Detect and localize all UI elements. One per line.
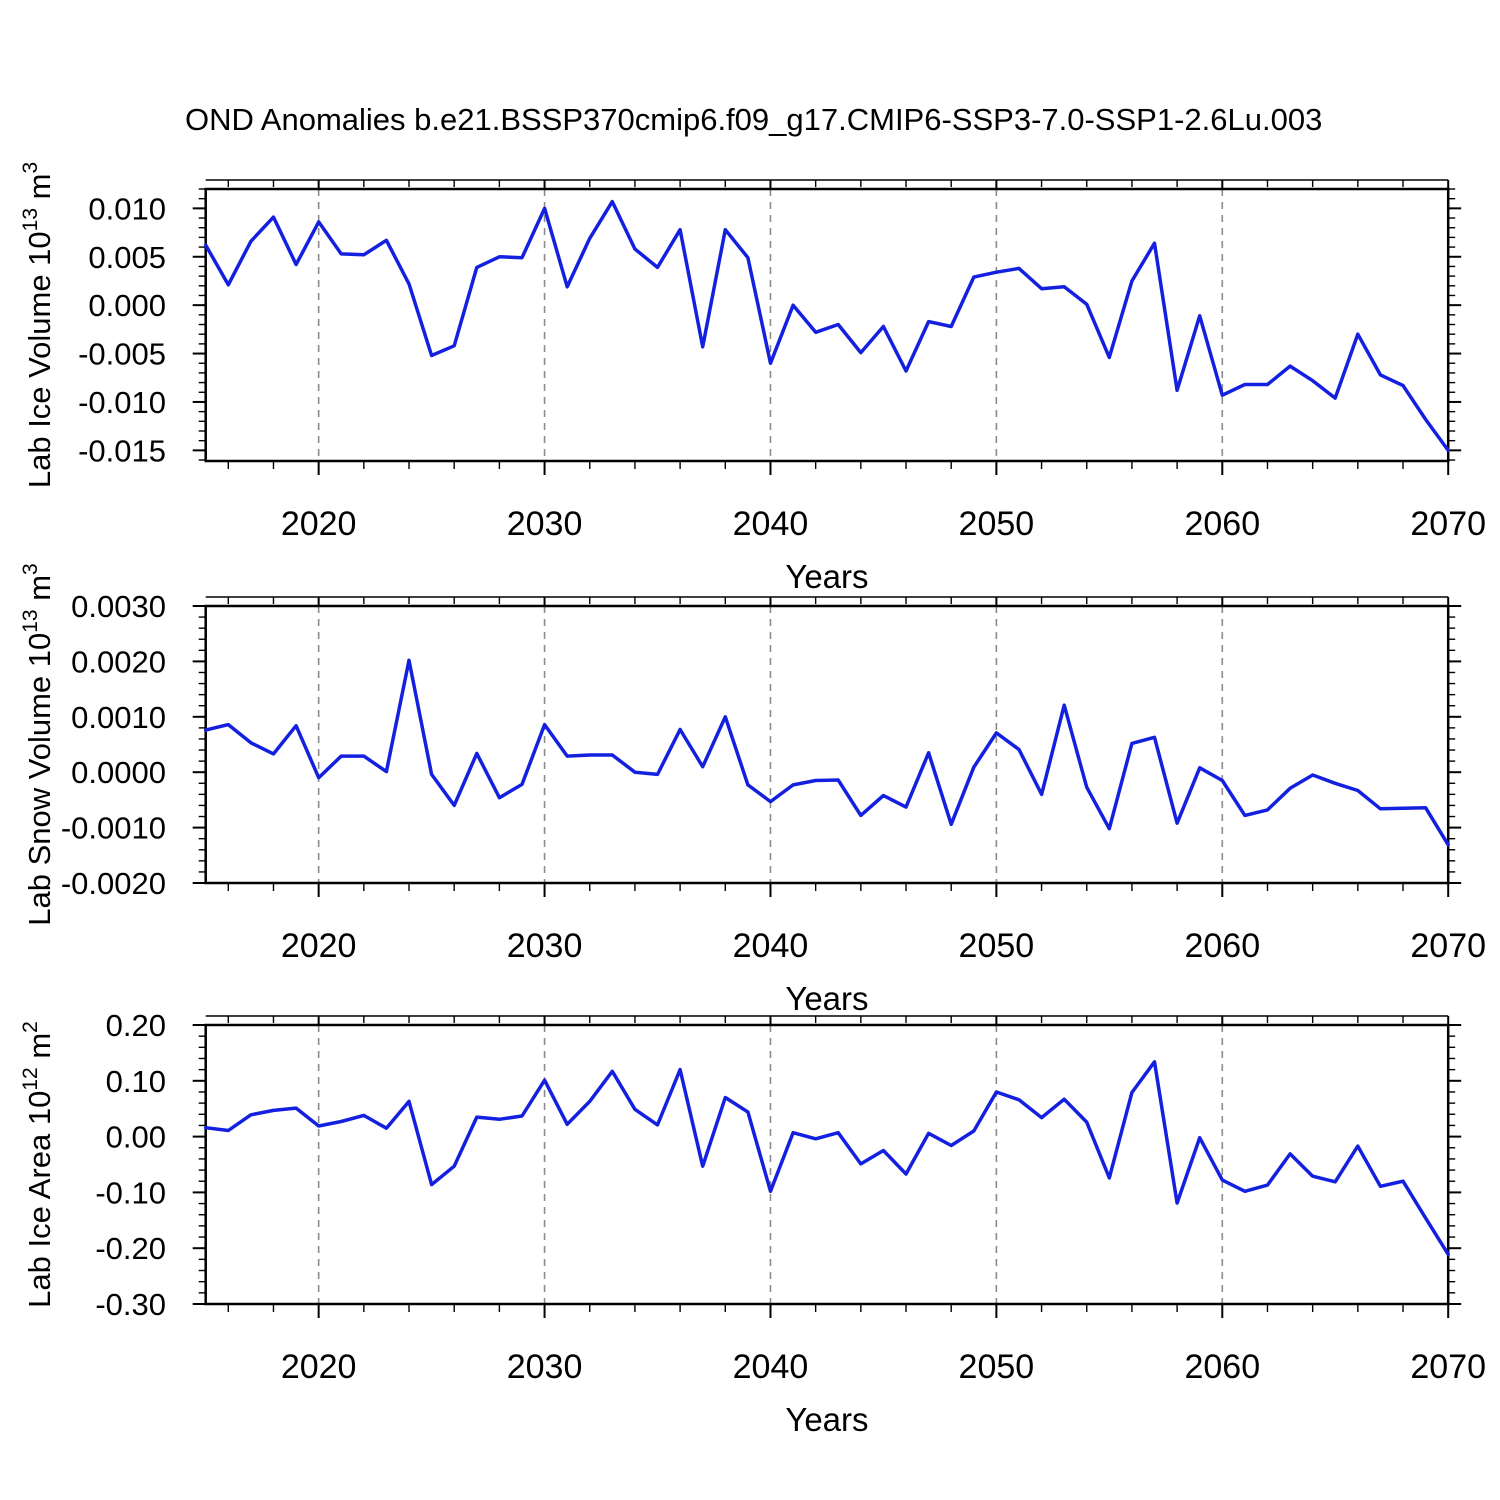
y-tick-label: 0.10	[106, 1064, 166, 1099]
y-axis-title: Lab Ice Volume 1013 m3	[19, 162, 57, 488]
gridlines	[317, 606, 1224, 883]
y-tick-label: 0.20	[106, 1008, 166, 1043]
y-tick-label: -0.0010	[61, 811, 166, 846]
panel-lab-ice-volume: 0.010 0.005 0.000 -0.005 -0.010 -0.015 2020 203…	[19, 162, 1486, 595]
x-tick-label: 2070	[1410, 1348, 1486, 1386]
x-tick-label: 2070	[1410, 505, 1486, 543]
x-axis-title: Years	[785, 980, 868, 1017]
plot-frame	[204, 604, 1450, 885]
x-tick-label: 2040	[733, 927, 809, 965]
y-ticks	[192, 605, 1462, 884]
y-tick-label: 0.000	[88, 288, 166, 323]
x-tick-label: 2030	[507, 1348, 583, 1386]
gridlines	[317, 189, 1224, 461]
bottom-ticks	[227, 883, 1450, 897]
y-tick-label: -0.010	[78, 385, 166, 420]
x-tick-label: 2050	[959, 927, 1035, 965]
plot-frame	[204, 187, 1450, 463]
bottom-ticks	[227, 1304, 1450, 1318]
y-tick-label: -0.0020	[61, 866, 166, 901]
y-tick-label: 0.0010	[71, 700, 166, 735]
x-tick-label: 2050	[959, 1348, 1035, 1386]
x-tick-label: 2040	[733, 1348, 809, 1386]
y-tick-label: -0.005	[78, 337, 166, 372]
y-tick-label: 0.0000	[71, 755, 166, 790]
x-tick-label: 2030	[507, 927, 583, 965]
y-tick-label: -0.10	[95, 1175, 166, 1210]
y-axis-title: Lab Ice Area 1012 m2	[19, 1021, 57, 1308]
panel-lab-ice-area: 0.20 0.10 0.00 -0.10 -0.20 -0.30 2020 2030 2040 2…	[19, 1008, 1486, 1438]
x-tick-label: 2060	[1184, 1348, 1260, 1386]
bottom-ticks	[227, 461, 1450, 475]
y-axis-title: Lab Snow Volume 1013 m3	[19, 563, 57, 925]
y-tick-label: 0.0020	[71, 644, 166, 679]
y-tick-label: -0.30	[95, 1287, 166, 1322]
y-ticks	[192, 188, 1462, 461]
data-line-lab-snow-volume	[203, 658, 1450, 847]
x-axis-title: Years	[785, 1401, 868, 1438]
y-tick-label: 0.0030	[71, 589, 166, 624]
y-tick-label: -0.015	[78, 433, 166, 468]
x-axis-title: Years	[785, 558, 868, 595]
x-tick-label: 2060	[1184, 927, 1260, 965]
y-tick-label: 0.010	[88, 191, 166, 226]
panel-lab-snow-volume: 0.0030 0.0020 0.0010 0.0000 -0.0010 -0.0020 20…	[19, 563, 1486, 1017]
x-tick-label: 2070	[1410, 927, 1486, 965]
y-tick-label: 0.005	[88, 240, 166, 275]
x-tick-label: 2040	[733, 505, 809, 543]
data-line-lab-ice-area	[203, 1060, 1450, 1257]
data-line-lab-ice-volume	[203, 199, 1450, 453]
y-tick-label: 0.00	[106, 1120, 166, 1155]
chart-title: OND Anomalies b.e21.BSSP370cmip6.f09_g17…	[185, 102, 1322, 137]
x-tick-label: 2030	[507, 505, 583, 543]
x-tick-label: 2060	[1184, 505, 1260, 543]
x-tick-label: 2050	[959, 505, 1035, 543]
x-tick-label: 2020	[281, 927, 357, 965]
top-ruler-ticks	[227, 180, 1450, 189]
top-ruler-ticks	[227, 597, 1450, 606]
plot-frame	[204, 1023, 1450, 1306]
y-ticks	[192, 1024, 1462, 1305]
y-tick-label: -0.20	[95, 1231, 166, 1266]
x-tick-label: 2020	[281, 1348, 357, 1386]
top-ruler-ticks	[227, 1016, 1450, 1025]
x-tick-label: 2020	[281, 505, 357, 543]
